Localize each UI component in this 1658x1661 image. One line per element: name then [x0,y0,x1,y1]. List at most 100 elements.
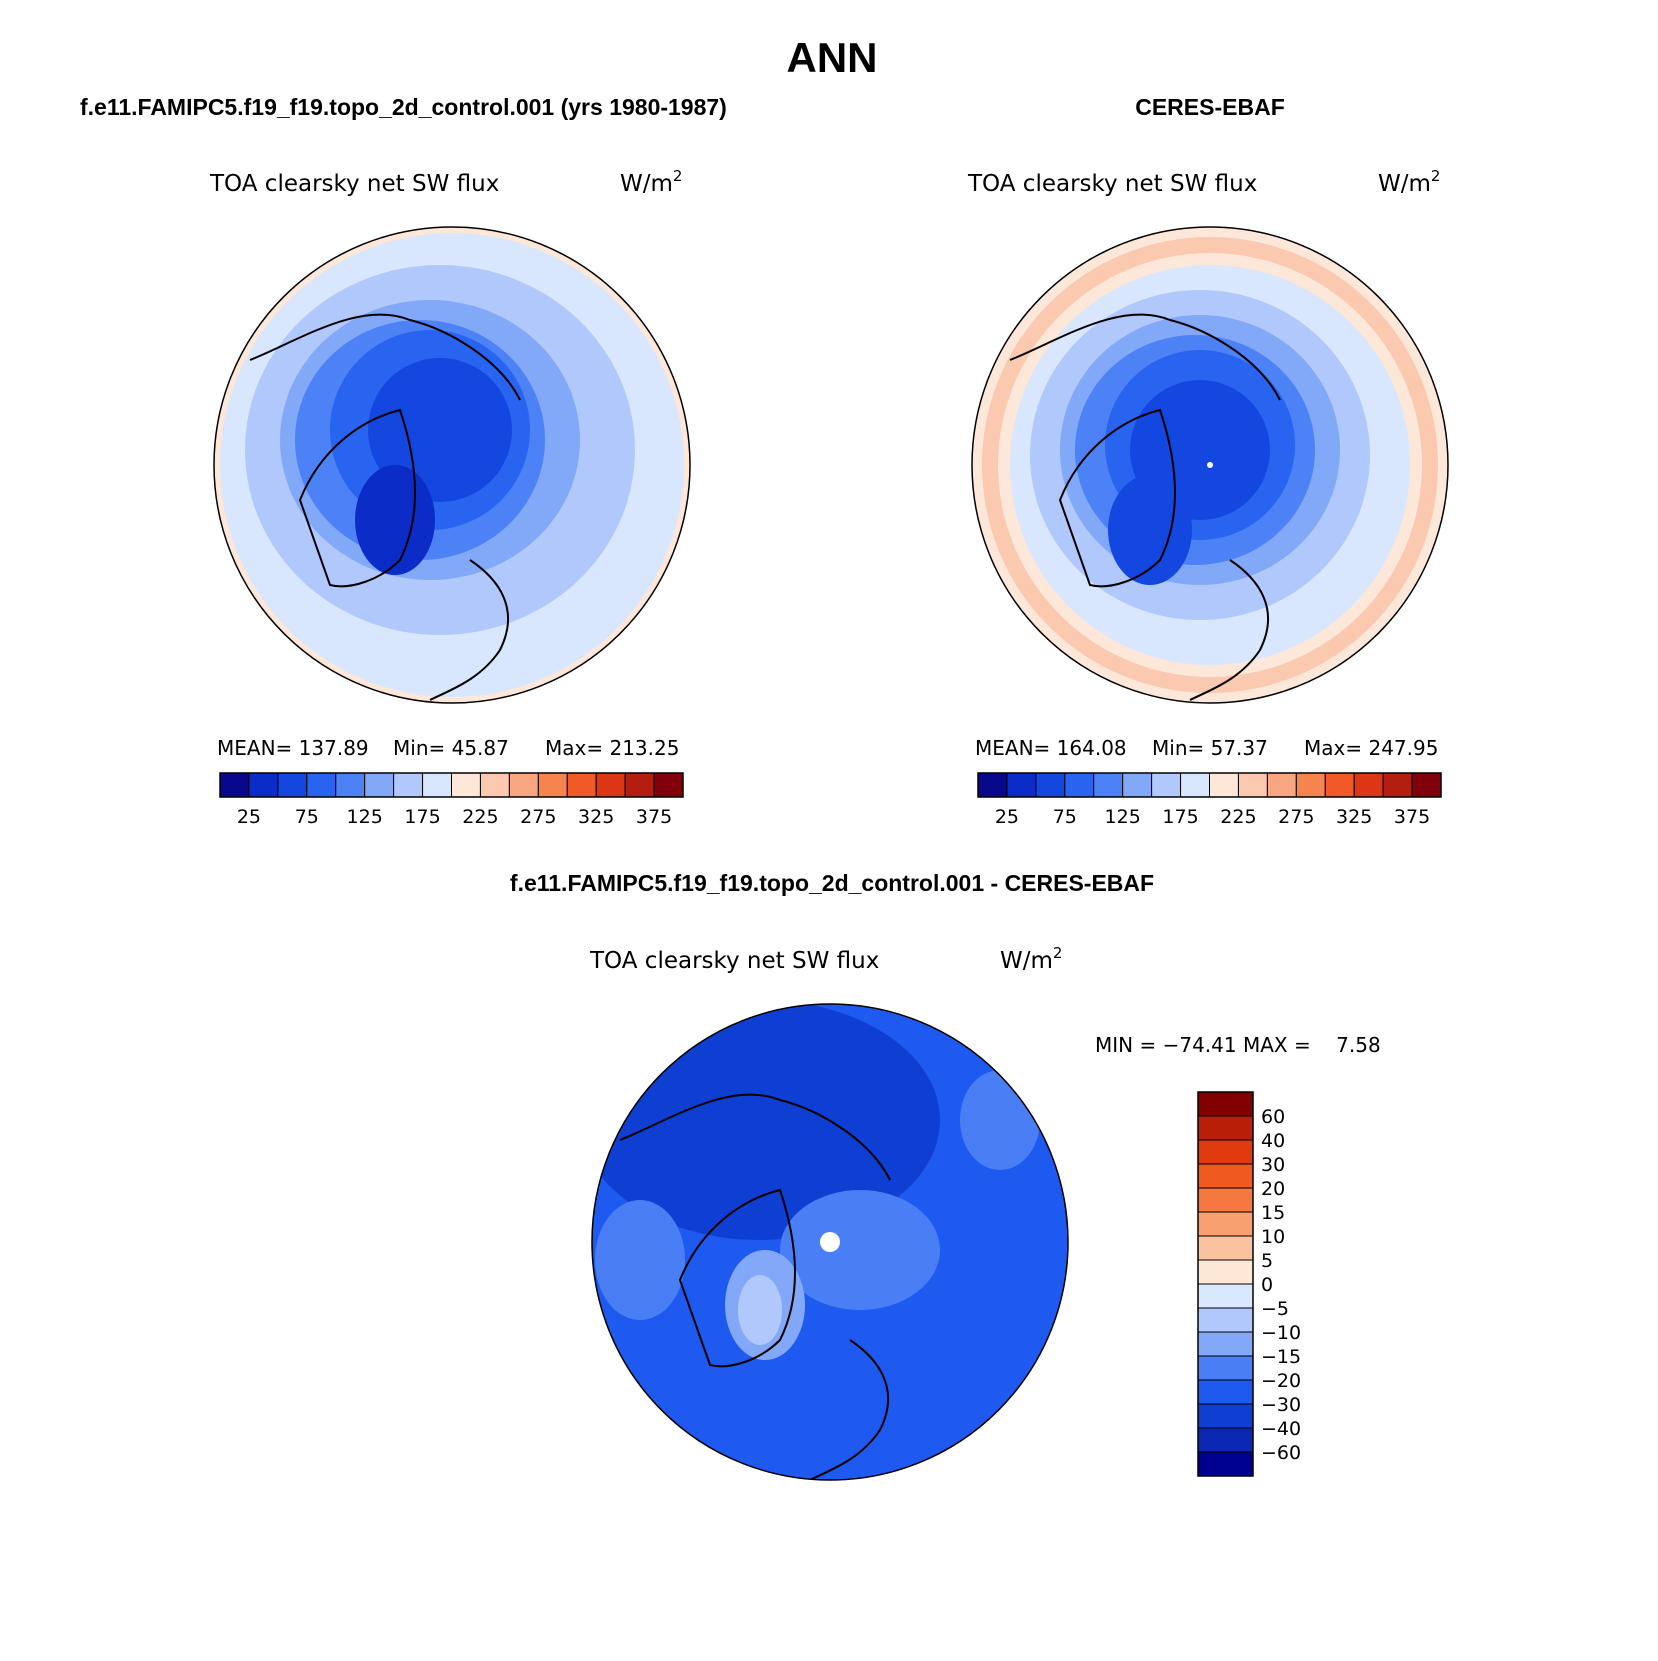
mean-stat: MEAN= 137.89 [217,736,369,760]
map-border [971,226,1449,704]
coastline [1058,408,1176,588]
colorbar-swatch [977,772,1008,798]
main-title: ANN [787,34,878,81]
colorbar-tick-label: 10 [1261,1226,1285,1248]
colorbar-swatch [306,772,337,798]
colorbar-tick-label: 225 [462,806,498,828]
units-label: W/m2 [620,167,682,197]
colorbar-tick-label: 275 [520,806,556,828]
colorbar-swatch [1295,772,1326,798]
colorbar-swatch [1353,772,1384,798]
coastline [1009,313,1281,401]
mean-stat: MEAN= 164.08 [975,736,1127,760]
variable-label: TOA clearsky net SW flux [589,948,879,974]
panel-title: CERES-EBAF [1135,94,1285,120]
max-stat: Max= 247.95 [1304,736,1438,760]
colorbar-swatch [1197,1235,1254,1261]
greenland-region [738,1275,782,1345]
colorbar-swatch [1197,1331,1254,1357]
colorbar-swatch [1237,772,1268,798]
colorbar-swatch [1197,1115,1254,1141]
colorbar-tick-label: 0 [1261,1274,1273,1296]
map-border [591,1003,1069,1481]
variable-label: TOA clearsky net SW flux [967,171,1257,197]
colorbar-swatch [277,772,308,798]
colorbar-swatch [1180,772,1210,798]
panel-title: f.e11.FAMIPC5.f19_f19.topo_2d_control.00… [510,870,1154,896]
coastline [809,1339,890,1480]
pole-point [1207,462,1213,468]
panel-model: f.e11.FAMIPC5.f19_f19.topo_2d_control.00… [80,94,727,828]
colorbar-swatch [1324,772,1355,798]
coastline [249,313,521,401]
colorbar-swatch [364,772,395,798]
colorbar-tick-label: 175 [404,806,440,828]
colorbar-swatch [595,772,626,798]
colorbar-tick-label: 25 [237,806,261,828]
colorbar-swatch [1197,1163,1254,1189]
map-band [368,358,512,502]
colorbar-swatch [1197,1283,1254,1309]
colorbar-tick-label: −60 [1261,1442,1301,1464]
coastline [429,559,510,701]
map-band [960,1070,1040,1170]
units-label: W/m2 [1000,944,1062,974]
colorbar-swatch [1151,772,1182,798]
map-band [780,1190,940,1310]
coastline [678,1188,796,1368]
colorbar-swatch [1197,1307,1254,1333]
colorbar-swatch [1093,772,1124,798]
polar-map [971,226,1449,704]
colorbar-swatch [1197,1187,1254,1213]
colorbar-swatch [1197,1451,1254,1477]
panel-title: f.e11.FAMIPC5.f19_f19.topo_2d_control.00… [80,94,727,120]
colorbar-tick-label: 20 [1261,1178,1285,1200]
colorbar-swatch [1197,1091,1254,1117]
colorbar-tick-label: −20 [1261,1370,1301,1392]
colorbar-swatch [1197,1379,1254,1405]
colorbar-swatch [1197,1355,1254,1381]
min-stat: Min= 45.87 [393,736,509,760]
colorbar-tick-label: −30 [1261,1394,1301,1416]
panel-observations: CERES-EBAF TOA clearsky net SW flux W/m2 [967,94,1449,828]
colorbar-tick-label: 325 [578,806,614,828]
min-stat: Min= 57.37 [1152,736,1268,760]
pole-marker [820,1232,840,1252]
colorbar-swatch [537,772,568,798]
colorbar-swatch [248,772,279,798]
colorbar-tick-label: 60 [1261,1106,1285,1128]
map-stats: MEAN= 164.08 Min= 57.37 Max= 247.95 [975,736,1438,760]
polar-map [591,1003,1069,1481]
colorbar-swatch [1035,772,1066,798]
map-stats: MEAN= 137.89 Min= 45.87 Max= 213.25 [217,736,679,760]
minmax-stat: MIN = −74.41 MAX = 7.58 [1095,1033,1381,1057]
colorbar-swatch [1197,1427,1254,1453]
max-stat: Max= 213.25 [545,736,679,760]
colorbar-tick-label: 275 [1278,806,1314,828]
colorbar-swatch [1197,1211,1254,1237]
colorbar-swatch [1197,1259,1254,1285]
greenland-region [1108,475,1192,585]
colorbar-swatch [479,772,510,798]
variable-label: TOA clearsky net SW flux [209,171,499,197]
colorbar-tick-label: 225 [1220,806,1256,828]
colorbar-tick-label: 125 [347,806,383,828]
coastline [619,1093,891,1181]
colorbar-frame [977,772,1442,798]
colorbar-swatch [393,772,424,798]
map-border [213,226,691,704]
colorbar-tick-label: 375 [1394,806,1430,828]
colorbar-tick-label: 15 [1261,1202,1285,1224]
colorbar: 25 75 125 175 225 275 325 375 [219,772,684,828]
colorbar-tick-label: 75 [1053,806,1077,828]
colorbar-swatch [219,772,250,798]
colorbar-tick-label: 40 [1261,1130,1285,1152]
colorbar-tick-label: −10 [1261,1322,1301,1344]
colorbar-swatch [1122,772,1153,798]
colorbar-tick-label: 75 [295,806,319,828]
polar-map [213,226,691,704]
colorbar-frame [1197,1091,1254,1477]
coastline [1189,559,1270,701]
